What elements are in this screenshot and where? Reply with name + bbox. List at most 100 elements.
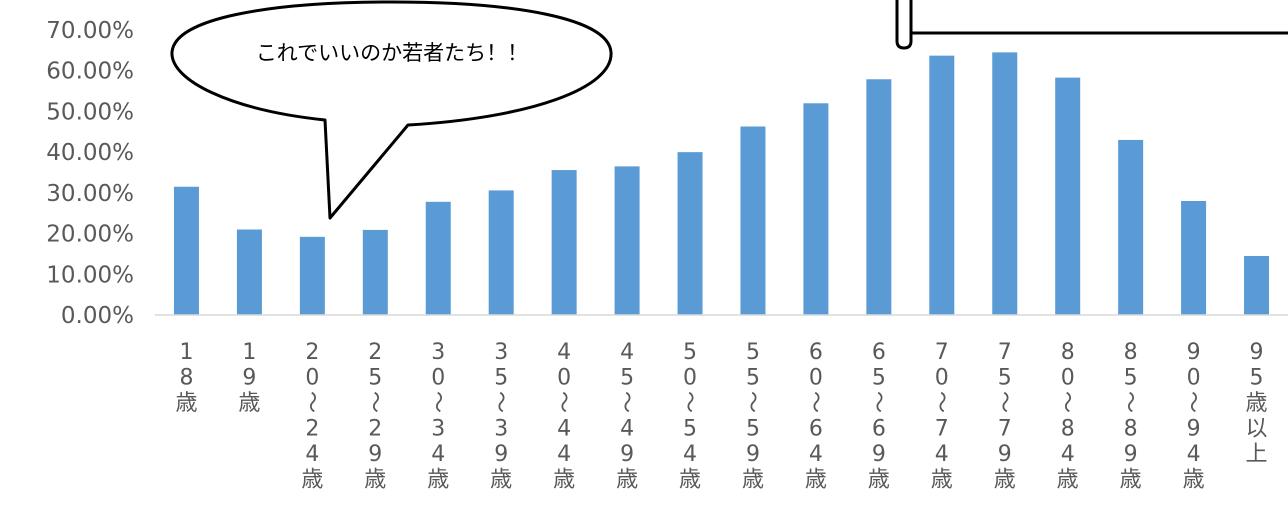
y-axis: 0.00% 10.00% 20.00% 30.00% 40.00% 50.00% 60.00…	[46, 18, 134, 329]
x-tick-label-char: 歳	[742, 468, 764, 493]
bar	[614, 166, 640, 315]
x-tick-label-char: 歳	[1120, 468, 1142, 493]
y-tick-label: 70.00%	[46, 18, 134, 44]
x-tick-label-char: 9	[1187, 340, 1201, 365]
x-tick-label: 80～84歳	[1054, 340, 1079, 493]
x-tick-label-char: 4	[809, 442, 823, 467]
x-tick-label: 20～24歳	[298, 340, 323, 493]
y-tick-label: 0.00%	[61, 303, 134, 329]
x-tick-label-char: 4	[431, 442, 445, 467]
x-tick-label-char: 9	[746, 442, 760, 467]
x-tick-label-char: 1	[179, 340, 193, 365]
x-tick-label-char: 9	[1124, 442, 1138, 467]
x-tick-label-char: 歳	[994, 468, 1016, 493]
y-tick-label: 10.00%	[46, 262, 134, 288]
x-tick-label-char: 0	[683, 366, 697, 391]
x-tick-label-char: ～	[802, 391, 827, 413]
x-tick-label-char: ～	[487, 391, 512, 413]
x-tick-label-char: 6	[809, 417, 823, 442]
x-tick-label-char: 歳	[1057, 468, 1079, 493]
x-tick-label-char: 6	[809, 340, 823, 365]
x-tick-label-char: 3	[494, 417, 508, 442]
bar	[173, 186, 199, 315]
y-tick-label: 40.00%	[46, 140, 134, 166]
x-tick-label-char: 4	[620, 340, 634, 365]
x-tick-label: 90～94歳	[1180, 340, 1205, 493]
bar	[236, 229, 262, 315]
x-tick-label-char: ～	[424, 391, 449, 413]
x-tick-label-char: 5	[683, 417, 697, 442]
x-tick-label-char: 歳	[490, 468, 512, 493]
bar	[740, 126, 766, 315]
x-tick-label-char: ～	[298, 391, 323, 413]
x-tick-label-char: ～	[676, 391, 701, 413]
callout-box-shape	[895, 0, 913, 50]
x-tick-label-char: 歳	[679, 468, 701, 493]
x-tick-label-char: 9	[872, 442, 886, 467]
x-tick-label-char: 歳	[805, 468, 827, 493]
x-tick-label-char: 歳	[364, 468, 386, 493]
x-tick-label-char: 歳	[238, 391, 260, 416]
x-tick-label-char: 5	[494, 366, 508, 391]
x-tick-label-char: ～	[613, 391, 638, 413]
x-tick-label-char: 3	[494, 340, 508, 365]
x-axis-labels: 18歳19歳20～24歳25～29歳30～34歳35～39歳40～44歳45～4…	[175, 340, 1267, 493]
x-tick-label-char: 5	[1124, 366, 1138, 391]
bar	[1055, 77, 1081, 315]
x-tick-label-char: 7	[998, 340, 1012, 365]
x-tick-label-char: 歳	[553, 468, 575, 493]
speech-bubble-text: これでいいのか若者たち！！	[256, 41, 528, 65]
x-tick-label: 45～49歳	[613, 340, 638, 493]
x-tick-label-char: 5	[620, 366, 634, 391]
bar	[362, 229, 388, 315]
x-tick-label-char: 3	[431, 417, 445, 442]
x-tick-label-char: 7	[998, 417, 1012, 442]
x-tick-label-char: 歳	[931, 468, 953, 493]
bar	[1244, 255, 1270, 315]
x-tick-label-char: 上	[1246, 442, 1268, 467]
x-tick-label-char: 0	[557, 366, 571, 391]
x-tick-label-char: 1	[242, 340, 256, 365]
x-tick-label: 40～44歳	[550, 340, 575, 493]
bars	[173, 52, 1270, 316]
x-tick-label-char: 歳	[868, 468, 890, 493]
x-tick-label-char: 5	[746, 340, 760, 365]
x-tick-label: 75～79歳	[991, 340, 1016, 493]
bar	[803, 103, 829, 316]
x-tick-label-char: 歳	[427, 468, 449, 493]
speech-bubble: これでいいのか若者たち！！	[170, 0, 613, 220]
bar	[299, 236, 325, 315]
x-tick-label: 60～64歳	[802, 340, 827, 493]
x-tick-label-char: 8	[1061, 417, 1075, 442]
x-tick-label-char: 0	[935, 366, 949, 391]
x-tick-label-char: 歳	[301, 468, 323, 493]
bar	[551, 170, 577, 315]
bar	[488, 190, 514, 315]
x-tick-label-char: ～	[865, 391, 890, 413]
x-tick-label: 19歳	[238, 340, 260, 416]
x-tick-label-char: 9	[368, 442, 382, 467]
x-tick-label-char: 8	[1124, 340, 1138, 365]
x-tick-label-char: 4	[683, 442, 697, 467]
x-tick-label-char: 以	[1246, 417, 1268, 442]
x-tick-label-char: 5	[998, 366, 1012, 391]
x-tick-label: 65～69歳	[865, 340, 890, 493]
x-tick-label-char: 歳	[1246, 391, 1268, 416]
x-tick-label: 18歳	[175, 340, 197, 416]
x-tick-label-char: 4	[935, 442, 949, 467]
x-tick-label-char: ～	[1180, 391, 1205, 413]
x-tick-label-char: ～	[928, 391, 953, 413]
x-tick-label-char: 5	[746, 417, 760, 442]
x-tick-label-char: 5	[1250, 366, 1264, 391]
bar	[425, 201, 451, 315]
x-tick-label-char: ～	[550, 391, 575, 413]
x-tick-label: 85～89歳	[1117, 340, 1142, 493]
x-tick-label-char: 2	[368, 340, 382, 365]
x-tick-label-char: 6	[872, 417, 886, 442]
x-tick-label-char: 7	[935, 340, 949, 365]
x-tick-label-char: 9	[1250, 340, 1264, 365]
x-tick-label-char: 4	[305, 442, 319, 467]
x-tick-label: 50～54歳	[676, 340, 701, 493]
